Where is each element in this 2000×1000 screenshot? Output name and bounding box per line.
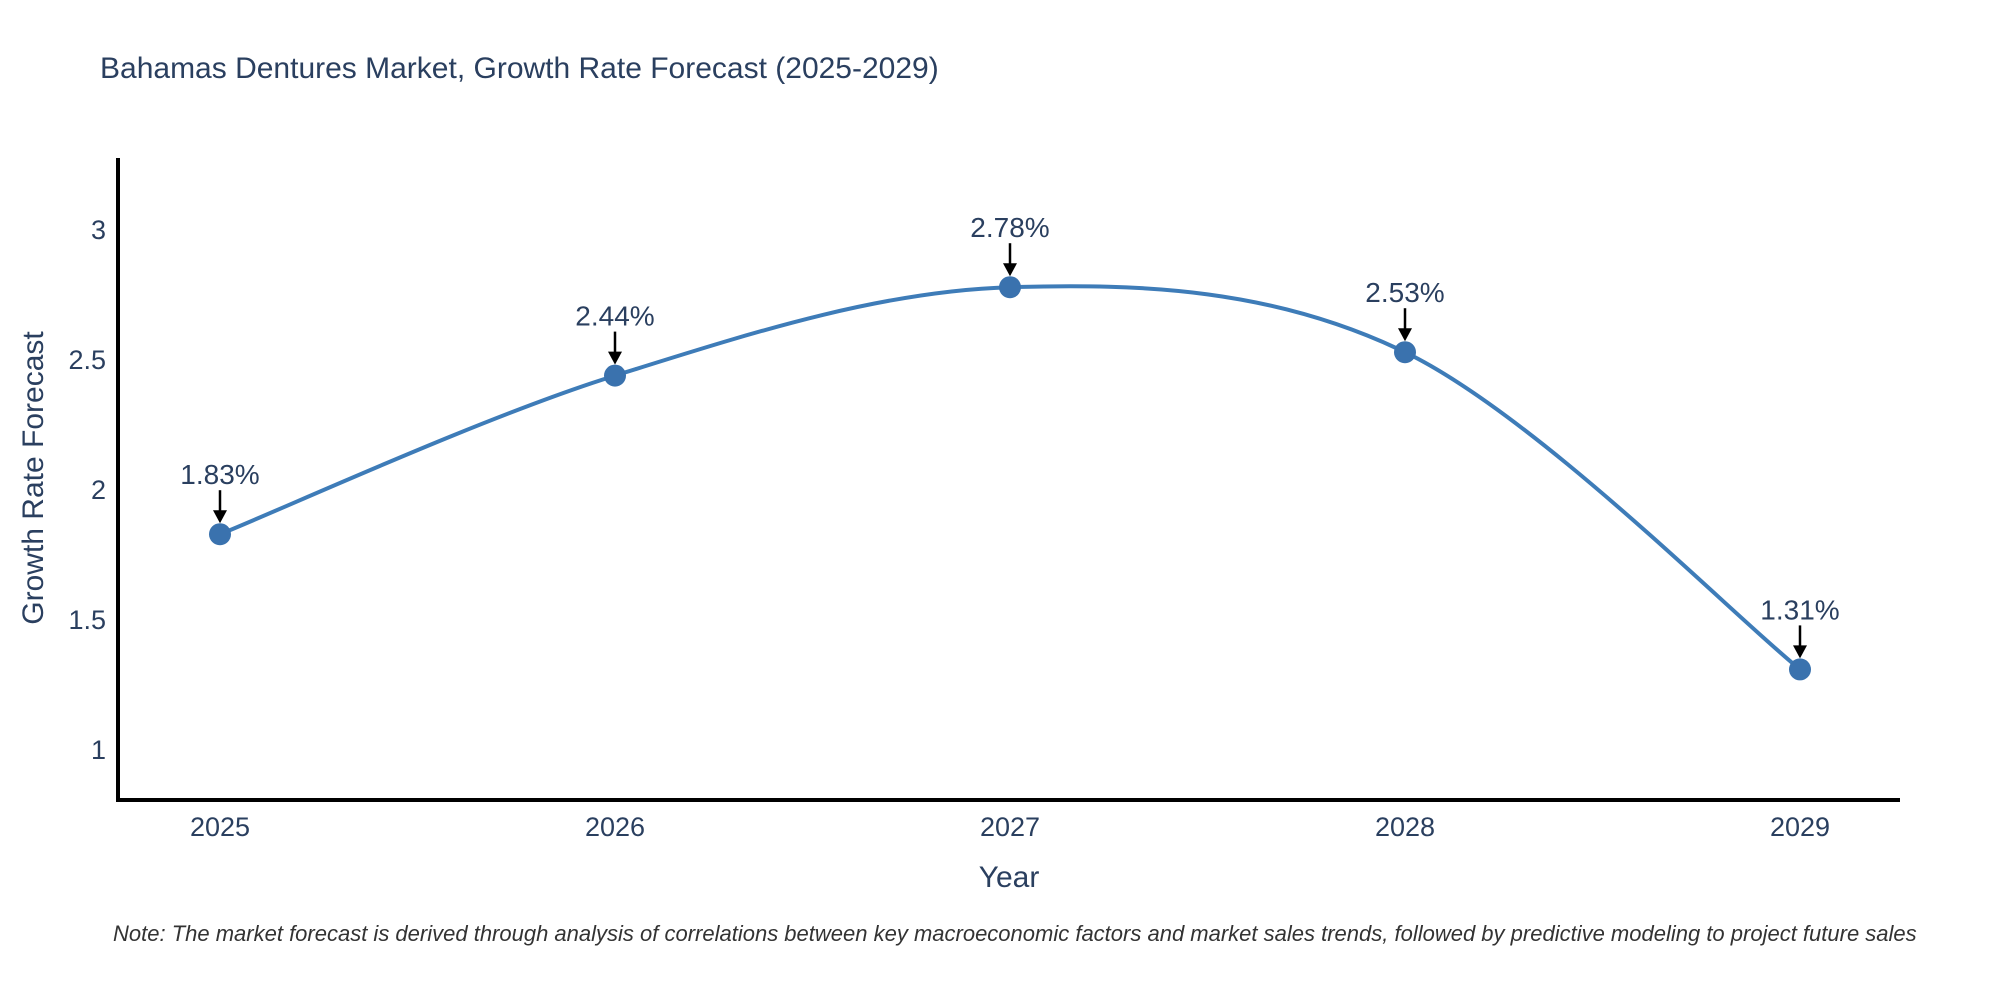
- x-axis-title: Year: [978, 861, 1040, 894]
- data-point-marker[interactable]: [999, 276, 1021, 299]
- x-tick-label: 2026: [585, 812, 645, 842]
- y-tick-label: 1.5: [68, 605, 106, 635]
- x-tick-label: 2027: [980, 812, 1040, 842]
- data-point-marker[interactable]: [209, 523, 231, 546]
- y-tick-label: 3: [91, 215, 106, 245]
- x-tick-label: 2028: [1375, 812, 1435, 842]
- annotation-arrowhead-icon: [1398, 328, 1412, 342]
- chart-title: Bahamas Dentures Market, Growth Rate For…: [100, 52, 939, 85]
- forecast-line: [219, 284, 1802, 671]
- data-point-marker[interactable]: [1394, 341, 1416, 364]
- annotation-arrowhead-icon: [1003, 263, 1017, 277]
- axis-lines: [116, 158, 1900, 802]
- y-tick-label: 1: [91, 735, 106, 765]
- x-tick-label: 2029: [1770, 812, 1830, 842]
- annotation-arrowhead-icon: [213, 510, 227, 524]
- data-point-annotation: 1.31%: [1760, 594, 1839, 625]
- footnote: Note: The market forecast is derived thr…: [113, 921, 1917, 946]
- data-point-marker[interactable]: [1789, 658, 1811, 681]
- annotation-arrowhead-icon: [1793, 645, 1807, 659]
- y-tick-label: 2: [91, 475, 106, 505]
- data-point-annotation: 2.44%: [575, 301, 654, 332]
- data-point-marker[interactable]: [604, 364, 626, 387]
- annotation-arrowhead-icon: [608, 351, 622, 365]
- y-tick-label: 2.5: [68, 345, 106, 375]
- data-point-annotation: 2.78%: [970, 212, 1049, 243]
- data-point-annotation: 1.83%: [180, 459, 259, 490]
- x-tick-label: 2025: [190, 812, 250, 842]
- data-point-annotation: 2.53%: [1365, 277, 1444, 308]
